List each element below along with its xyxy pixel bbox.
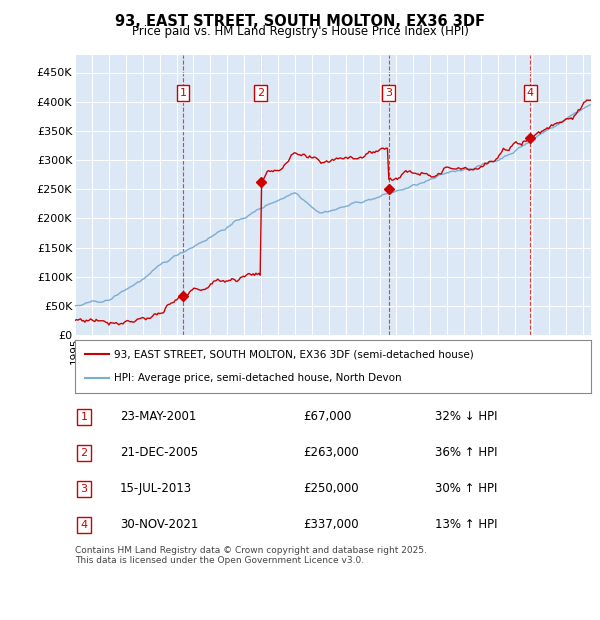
Text: 93, EAST STREET, SOUTH MOLTON, EX36 3DF (semi-detached house): 93, EAST STREET, SOUTH MOLTON, EX36 3DF … bbox=[114, 349, 473, 359]
Text: Contains HM Land Registry data © Crown copyright and database right 2025.
This d: Contains HM Land Registry data © Crown c… bbox=[75, 546, 427, 565]
Text: 1: 1 bbox=[80, 412, 88, 422]
Text: 3: 3 bbox=[80, 484, 88, 494]
Text: 15-JUL-2013: 15-JUL-2013 bbox=[120, 482, 192, 495]
Text: £67,000: £67,000 bbox=[303, 410, 352, 423]
Text: £337,000: £337,000 bbox=[303, 518, 359, 531]
Text: 30% ↑ HPI: 30% ↑ HPI bbox=[435, 482, 497, 495]
Text: 32% ↓ HPI: 32% ↓ HPI bbox=[435, 410, 497, 423]
Text: 93, EAST STREET, SOUTH MOLTON, EX36 3DF: 93, EAST STREET, SOUTH MOLTON, EX36 3DF bbox=[115, 14, 485, 29]
Text: 4: 4 bbox=[80, 520, 88, 529]
Text: £250,000: £250,000 bbox=[303, 482, 359, 495]
Text: 2: 2 bbox=[80, 448, 88, 458]
Text: 23-MAY-2001: 23-MAY-2001 bbox=[120, 410, 196, 423]
Text: 13% ↑ HPI: 13% ↑ HPI bbox=[435, 518, 497, 531]
Text: £263,000: £263,000 bbox=[303, 446, 359, 459]
Text: 36% ↑ HPI: 36% ↑ HPI bbox=[435, 446, 497, 459]
Text: 1: 1 bbox=[179, 88, 187, 98]
Text: 3: 3 bbox=[385, 88, 392, 98]
Text: 30-NOV-2021: 30-NOV-2021 bbox=[120, 518, 199, 531]
Text: 21-DEC-2005: 21-DEC-2005 bbox=[120, 446, 198, 459]
Text: Price paid vs. HM Land Registry's House Price Index (HPI): Price paid vs. HM Land Registry's House … bbox=[131, 25, 469, 38]
Text: 2: 2 bbox=[257, 88, 264, 98]
Text: HPI: Average price, semi-detached house, North Devon: HPI: Average price, semi-detached house,… bbox=[114, 373, 401, 383]
Text: 4: 4 bbox=[527, 88, 534, 98]
